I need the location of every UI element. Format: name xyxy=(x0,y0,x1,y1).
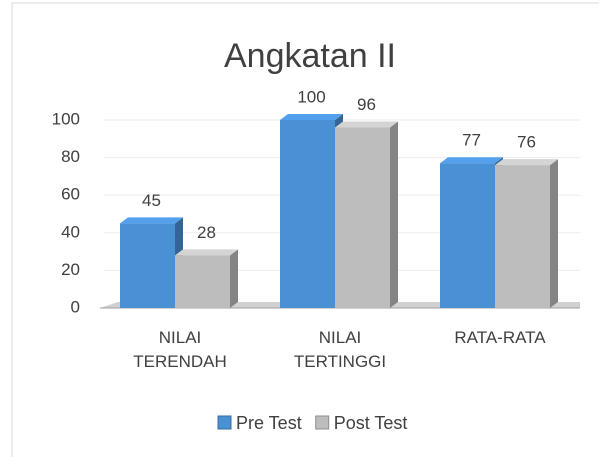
y-tick-label: 20 xyxy=(61,260,80,279)
bar-side xyxy=(230,249,238,308)
data-label: 100 xyxy=(297,87,325,106)
bar-top xyxy=(495,159,558,166)
x-tick-label: NILAI TERTINGGI xyxy=(293,328,387,371)
bar-top xyxy=(175,249,238,256)
x-tick-label: RATA-RATA xyxy=(454,328,546,347)
y-tick-label: 80 xyxy=(61,147,80,166)
y-tick-label: 100 xyxy=(52,109,80,128)
legend-swatch xyxy=(315,415,330,430)
bar-top xyxy=(335,121,398,128)
y-tick-label: 40 xyxy=(61,222,80,241)
chart-title: Angkatan II xyxy=(224,37,396,75)
bar xyxy=(280,120,335,308)
legend-swatch xyxy=(217,415,232,430)
bar-side xyxy=(550,159,558,308)
data-label: 77 xyxy=(462,131,481,150)
bar-top xyxy=(120,217,183,224)
y-tick-label: 60 xyxy=(61,185,80,204)
bar-top xyxy=(280,114,343,120)
bar xyxy=(335,127,390,309)
legend-label: Post Test xyxy=(334,413,408,433)
data-label: 45 xyxy=(142,191,161,210)
data-label: 28 xyxy=(197,223,216,242)
bar-side xyxy=(390,121,398,309)
bar-top xyxy=(440,157,503,164)
bar xyxy=(175,255,230,308)
bar xyxy=(440,163,495,308)
data-label: 96 xyxy=(357,95,376,114)
bar xyxy=(495,165,550,308)
x-tick-label: NILAI TERENDAH xyxy=(133,328,227,371)
bar xyxy=(120,223,175,308)
legend-label: Pre Test xyxy=(236,413,302,433)
data-label: 76 xyxy=(517,133,536,152)
y-tick-label: 0 xyxy=(71,297,80,316)
